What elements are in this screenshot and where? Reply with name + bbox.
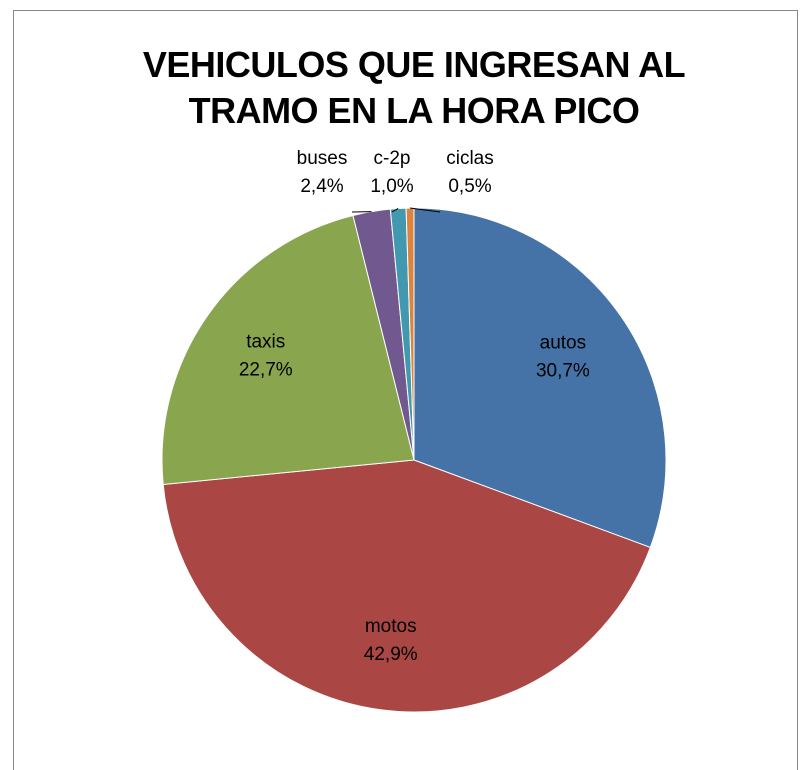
- data-label-name: motos: [365, 616, 417, 637]
- data-label-name: c-2p: [374, 148, 411, 169]
- data-label-value: 1,0%: [370, 176, 413, 197]
- pie-slice: [162, 459, 651, 713]
- pie-slice: [405, 207, 415, 461]
- data-label-name: taxis: [246, 331, 285, 352]
- chart-frame: [13, 10, 798, 770]
- data-label-value: 2,4%: [300, 176, 343, 197]
- pie-slice: [161, 214, 415, 486]
- data-label-name: autos: [540, 332, 586, 353]
- data-label-value: 30,7%: [536, 360, 590, 381]
- pie-slice: [413, 207, 667, 549]
- data-label-value: 0,5%: [448, 176, 491, 197]
- data-label-value: 42,9%: [364, 644, 418, 665]
- data-label-name: buses: [297, 148, 348, 169]
- chart-title: VEHICULOS QUE INGRESAN AL TRAMO EN LA HO…: [142, 44, 686, 131]
- leader-line: [409, 207, 441, 213]
- leader-line: [391, 208, 399, 213]
- data-label-name: ciclas: [446, 148, 494, 169]
- data-label-value: 22,7%: [239, 359, 293, 380]
